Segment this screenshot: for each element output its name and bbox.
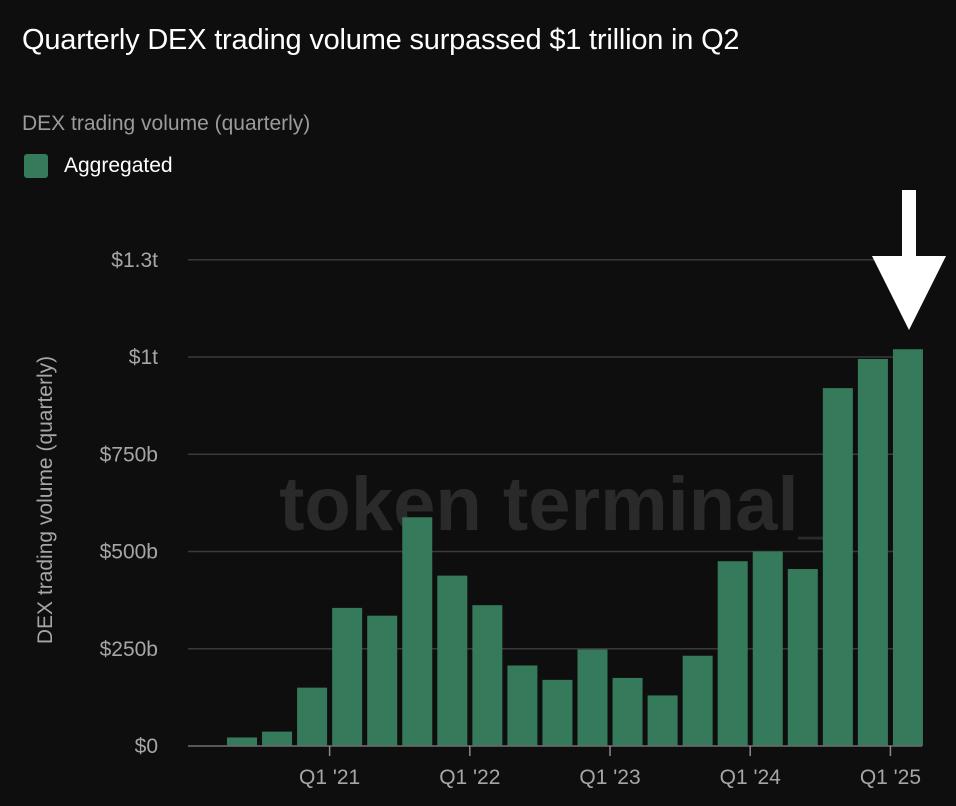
bar [717,561,748,746]
x-tick-label: Q1 '22 [439,766,500,789]
bar [647,695,678,746]
bar [857,358,888,746]
arrow-annotation [872,190,946,330]
bar [787,569,818,746]
bar [507,665,538,746]
bar [752,551,783,746]
y-tick-label: $500b [100,541,158,564]
y-tick-label: $250b [100,638,158,661]
bar [227,737,257,746]
arrow-head [872,256,946,330]
y-tick-label: $0 [135,735,158,758]
bar [612,677,643,746]
watermark: token terminal_ [279,462,841,547]
bar [577,649,608,746]
x-tick-label: Q1 '23 [579,766,640,789]
bar [332,607,363,746]
arrow-shaft [902,190,916,262]
bar [437,575,468,746]
bar [682,655,713,746]
bar [892,349,923,746]
chart-subtitle: DEX trading volume (quarterly) [22,112,311,135]
bar [542,679,573,746]
x-tick-label: Q1 '24 [720,766,782,789]
y-axis-label: DEX trading volume (quarterly) [34,356,57,644]
bar [402,517,433,746]
bar [822,388,853,746]
bar [262,731,293,746]
y-tick-label: $1.3t [111,249,158,272]
chart-title: Quarterly DEX trading volume surpassed $… [22,24,740,56]
y-tick-label: $1t [129,346,158,369]
legend-label-aggregated: Aggregated [64,154,173,177]
y-tick-label: $750b [100,443,158,466]
legend-swatch-aggregated [24,154,48,178]
bar [367,615,398,746]
legend: Aggregated [24,154,173,178]
bar [472,605,503,746]
x-tick-label: Q1 '21 [299,766,360,789]
x-tick-label: Q1 '25 [860,766,921,789]
bar [297,687,328,746]
